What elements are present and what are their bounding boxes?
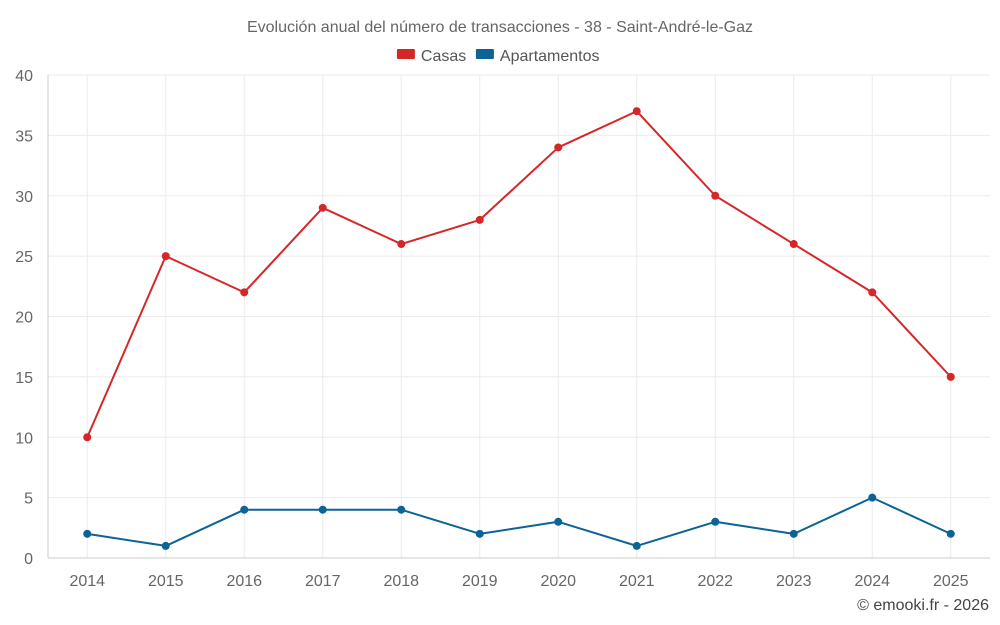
credit-text: © emooki.fr - 2026 [857, 597, 989, 614]
data-point-casas[interactable] [475, 215, 484, 224]
legend-swatch [475, 49, 494, 59]
data-point-apartamentos[interactable] [161, 541, 170, 550]
data-point-casas[interactable] [83, 433, 92, 442]
data-point-apartamentos[interactable] [240, 505, 249, 514]
x-tick-label: 2025 [933, 573, 969, 590]
data-point-apartamentos[interactable] [554, 517, 563, 526]
legend-swatch [396, 49, 415, 59]
data-point-apartamentos[interactable] [632, 541, 641, 550]
data-point-casas[interactable] [789, 240, 798, 249]
legend: Casas Apartamentos [396, 48, 600, 65]
series-layer [83, 107, 955, 550]
legend-item-casas[interactable]: Casas [396, 48, 466, 65]
x-tick-label: 2024 [854, 573, 890, 590]
y-tick-label: 30 [15, 189, 33, 206]
data-point-casas[interactable] [397, 240, 406, 249]
x-tick-label: 2018 [383, 573, 419, 590]
data-point-apartamentos[interactable] [475, 529, 484, 538]
x-tick-label: 2020 [540, 573, 576, 590]
data-point-casas[interactable] [946, 372, 955, 381]
y-tick-label: 40 [15, 68, 33, 85]
data-point-apartamentos[interactable] [711, 517, 720, 526]
y-tick-label: 20 [15, 310, 33, 327]
legend-label: Casas [421, 48, 466, 65]
data-point-casas[interactable] [318, 203, 327, 212]
x-tick-label: 2015 [148, 573, 184, 590]
y-tick-label: 0 [24, 551, 33, 568]
data-point-apartamentos[interactable] [318, 505, 327, 514]
y-tick-label: 25 [15, 249, 33, 266]
data-point-apartamentos[interactable] [789, 529, 798, 538]
y-tick-label: 15 [15, 370, 33, 387]
data-point-casas[interactable] [554, 143, 563, 152]
data-point-apartamentos[interactable] [83, 529, 92, 538]
data-point-apartamentos[interactable] [946, 529, 955, 538]
data-point-apartamentos[interactable] [868, 493, 877, 502]
legend-item-apartamentos[interactable]: Apartamentos [475, 48, 600, 65]
x-tick-label: 2016 [226, 573, 262, 590]
x-tick-label: 2021 [619, 573, 655, 590]
chart-title: Evolución anual del número de transaccio… [247, 19, 753, 36]
data-point-casas[interactable] [711, 191, 720, 200]
y-tick-label: 5 [24, 491, 33, 508]
data-point-apartamentos[interactable] [397, 505, 406, 514]
data-point-casas[interactable] [240, 288, 249, 297]
x-tick-label: 2022 [697, 573, 733, 590]
x-tick-label: 2014 [69, 573, 105, 590]
data-point-casas[interactable] [161, 252, 170, 261]
x-tick-label: 2019 [462, 573, 498, 590]
gridlines [48, 74, 990, 558]
series-line-casas [86, 110, 952, 438]
y-tick-label: 35 [15, 128, 33, 145]
data-point-casas[interactable] [632, 107, 641, 116]
series-line-apartamentos [87, 496, 952, 547]
y-tick-label: 10 [15, 430, 33, 447]
data-point-casas[interactable] [868, 288, 877, 297]
legend-label: Apartamentos [500, 48, 600, 65]
x-tick-label: 2017 [305, 573, 341, 590]
x-tick-label: 2023 [776, 573, 812, 590]
